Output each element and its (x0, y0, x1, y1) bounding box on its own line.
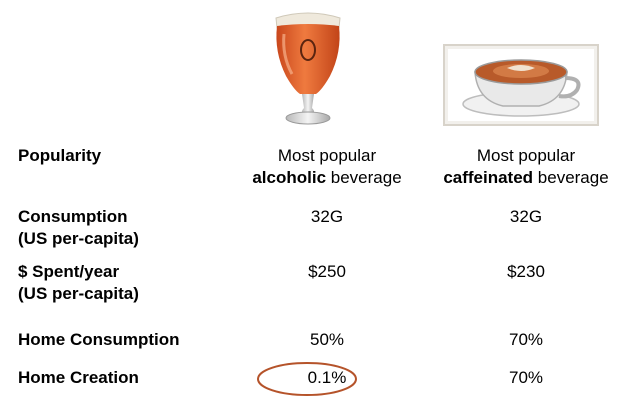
coffee-popularity-line1: Most popular (476, 146, 576, 165)
coffee-popularity-cell: Most popular caffeinated beverage (416, 145, 636, 189)
coffee-popularity-line2: caffeinated beverage (416, 167, 636, 189)
row-label-home-creation: Home Creation (18, 368, 139, 387)
beer-popularity-line1: Most popular (277, 146, 377, 165)
beer-glass-icon (275, 12, 341, 125)
coffee-home-consumption-value: 70% (508, 330, 544, 349)
beer-popularity-bold: alcoholic (252, 168, 327, 187)
beer-home-creation-value: 0.1% (307, 368, 347, 387)
row-label-spent: $ Spent/year (US per-capita) (18, 261, 139, 305)
spent-label-line1: $ Spent/year (18, 262, 120, 281)
consumption-label-line2: (US per-capita) (18, 229, 139, 248)
coffee-home-creation-value: 70% (508, 368, 544, 387)
row-label-home-consumption: Home Consumption (18, 330, 180, 349)
coffee-cup-icon (443, 44, 599, 126)
spent-label-line2: (US per-capita) (18, 284, 139, 303)
row-label-consumption: Consumption (US per-capita) (18, 206, 139, 250)
beer-popularity-cell: Most popular alcoholic beverage (217, 145, 437, 189)
beer-popularity-rest: beverage (326, 168, 402, 187)
coffee-popularity-bold: caffeinated (443, 168, 534, 187)
coffee-spent-value: $230 (507, 262, 545, 281)
highlight-circle (257, 362, 357, 396)
beer-popularity-line2: alcoholic beverage (217, 167, 437, 189)
coffee-popularity-rest: beverage (533, 168, 609, 187)
coffee-consumption-value: 32G (509, 207, 543, 226)
beer-consumption-value: 32G (310, 207, 344, 226)
beer-home-consumption-value: 50% (309, 330, 345, 349)
row-label-popularity: Popularity (18, 146, 102, 165)
consumption-label-line1: Consumption (18, 207, 128, 226)
beer-spent-value: $250 (308, 262, 346, 281)
